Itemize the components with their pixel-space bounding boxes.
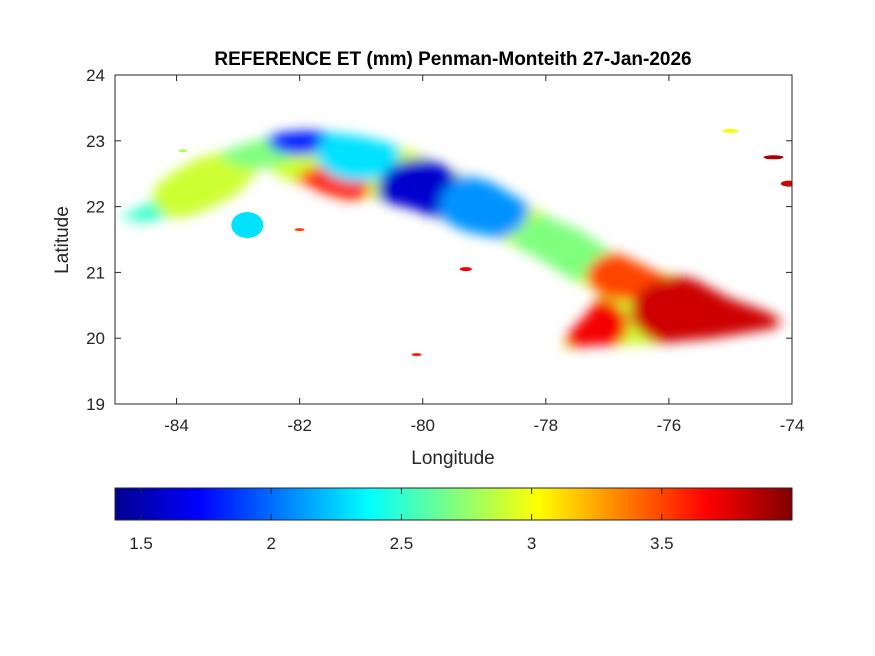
y-tick-label: 23 <box>86 132 105 151</box>
colorbar-tick-label: 3.5 <box>650 534 674 553</box>
x-axis-label: Longitude <box>411 448 494 469</box>
x-tick-label: -78 <box>534 416 559 435</box>
isla-de-la-juventud <box>231 212 264 238</box>
y-tick-label: 24 <box>86 66 105 85</box>
islet <box>722 128 739 133</box>
colorbar-tick-label: 3 <box>527 534 536 553</box>
islet <box>459 267 472 272</box>
islet <box>294 228 305 232</box>
x-axis: -84 -82 -80 -78 -76 -74 <box>164 75 804 435</box>
plot-area <box>115 75 792 404</box>
x-tick-label: -74 <box>780 416 805 435</box>
y-tick-label: 22 <box>86 198 105 217</box>
x-tick-label: -84 <box>164 416 189 435</box>
region-patch <box>150 159 234 222</box>
y-tick-label: 20 <box>86 329 105 348</box>
colorbar-tick-label: 2.5 <box>390 534 414 553</box>
colorbar-gradient <box>114 487 793 521</box>
colorbar-tick-label: 2 <box>266 534 275 553</box>
y-tick-label: 19 <box>86 395 105 414</box>
colorbar-tick-label: 1.5 <box>129 534 153 553</box>
y-tick-label: 21 <box>86 263 105 282</box>
region-patch <box>267 130 333 156</box>
chart-title: REFERENCE ET (mm) Penman-Monteith 27-Jan… <box>214 49 691 70</box>
x-tick-label: -82 <box>287 416 312 435</box>
islet <box>780 180 792 187</box>
y-axis-label: Latitude <box>52 206 73 274</box>
islet <box>763 155 784 160</box>
islet <box>411 353 422 357</box>
y-axis: 19 20 21 22 23 24 <box>86 66 792 414</box>
x-tick-label: -76 <box>657 416 682 435</box>
plot-frame <box>114 74 793 405</box>
islet <box>178 149 187 153</box>
colorbar: 1.5 2 2.5 3 3.5 <box>114 487 793 553</box>
x-tick-label: -80 <box>410 416 435 435</box>
